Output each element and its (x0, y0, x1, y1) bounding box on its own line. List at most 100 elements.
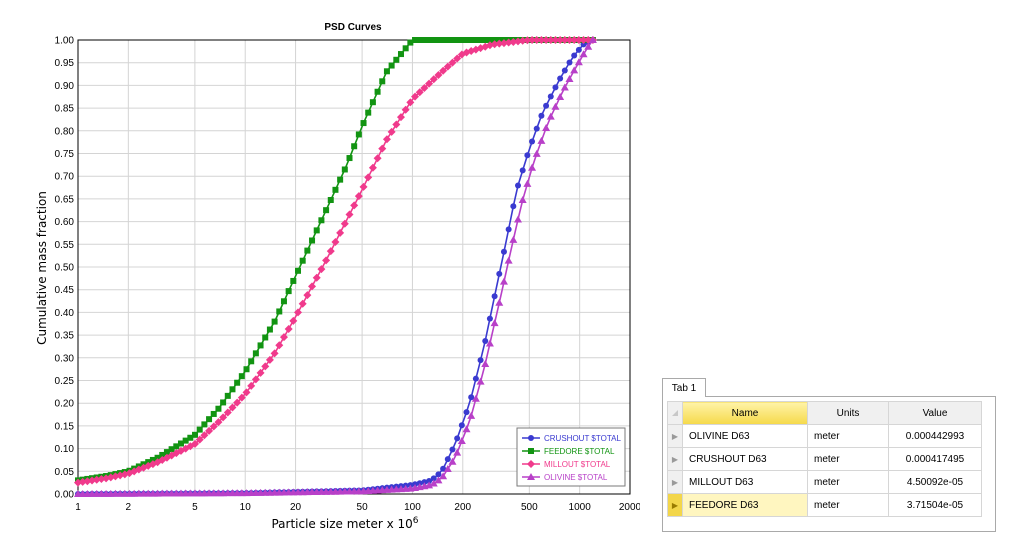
data-point (200, 431, 209, 440)
legend-marker (527, 473, 535, 480)
y-axis-ticks: 0.00 0.05 0.10 0.15 0.20 0.25 0.30 0.35 0.40 0.45… (55, 36, 75, 501)
data-point (463, 409, 470, 416)
data-point (509, 37, 518, 46)
data-point (556, 36, 565, 44)
cell-value[interactable]: 0.000417495 (888, 447, 982, 471)
data-point (491, 293, 498, 300)
data-point (440, 37, 447, 43)
data-point (449, 37, 456, 43)
data-point (214, 418, 223, 427)
y-tick-label: 0.10 (55, 444, 75, 455)
data-point (499, 277, 508, 285)
data-point (551, 102, 560, 110)
data-point (276, 308, 283, 315)
data-point (453, 448, 462, 456)
data-point (435, 37, 442, 43)
data-point (458, 422, 465, 429)
chart-title: PSD Curves (324, 22, 382, 33)
data-point (425, 481, 434, 489)
table-row[interactable]: ▶ OLIVINE D63 meter 0.000442993 (667, 424, 982, 448)
legend-label: FEEDORE $TOTAL (544, 447, 615, 456)
data-point (510, 203, 517, 210)
row-selector[interactable]: ▶ (667, 424, 683, 448)
table-row[interactable]: ▶ MILLOUT D63 meter 4.50092e-05 (667, 470, 982, 494)
data-point (462, 425, 471, 433)
row-selector[interactable]: ▶ (667, 447, 683, 471)
cell-units[interactable]: meter (807, 424, 889, 448)
series-layer (74, 36, 597, 497)
data-point (233, 398, 242, 407)
data-point (365, 109, 372, 116)
data-point (220, 399, 227, 406)
legend-marker (527, 460, 535, 468)
legend-item: MILLOUT $TOTAL (522, 460, 611, 469)
data-point (191, 439, 200, 448)
data-point (532, 149, 541, 157)
cell-name[interactable]: OLIVINE D63 (682, 424, 808, 448)
cell-units[interactable]: meter (807, 493, 889, 517)
column-header-name[interactable]: Name (682, 401, 808, 425)
legend-item: CRUSHOUT $TOTAL (522, 434, 621, 443)
data-point (440, 465, 447, 472)
data-point (326, 247, 335, 256)
cell-name[interactable]: CRUSHOUT D63 (682, 447, 808, 471)
data-point (303, 291, 312, 300)
data-point (215, 405, 222, 412)
y-tick-label: 0.95 (55, 58, 75, 69)
data-point (392, 120, 401, 129)
data-point (407, 39, 414, 46)
data-point (556, 92, 565, 100)
data-point (542, 36, 551, 44)
data-point (560, 83, 569, 91)
data-point (248, 358, 255, 365)
column-header-value[interactable]: Value (888, 401, 982, 425)
data-point (205, 426, 214, 435)
data-point (261, 362, 270, 371)
data-point (444, 37, 451, 43)
y-tick-label: 0.20 (55, 399, 75, 410)
table-corner[interactable] (667, 401, 683, 425)
legend-label: OLIVINE $TOTAL (544, 473, 608, 482)
data-point (565, 74, 574, 82)
table-row-selected[interactable]: ▶ FEEDORE D63 meter 3.71504e-05 (667, 493, 982, 517)
table-row[interactable]: ▶ CRUSHOUT D63 meter 0.000417495 (667, 447, 982, 471)
data-point (482, 37, 489, 43)
row-selector[interactable]: ▶ (667, 493, 683, 517)
data-point (426, 477, 433, 484)
cell-value[interactable]: 0.000442993 (888, 424, 982, 448)
data-point (331, 238, 340, 247)
x-tick-label: 500 (521, 502, 538, 513)
data-point (472, 375, 479, 382)
data-point (374, 88, 381, 95)
data-point (571, 52, 578, 59)
x-tick-label: 200 (454, 502, 471, 513)
cell-name[interactable]: FEEDORE D63 (682, 493, 808, 517)
chart-legend: CRUSHOUT $TOTAL FEEDORE $TOTAL MILLOUT $TO… (516, 427, 626, 487)
data-point (537, 36, 546, 44)
data-point (368, 163, 377, 172)
data-point (429, 75, 438, 84)
cell-value[interactable]: 3.71504e-05 (888, 493, 982, 517)
data-point (290, 277, 297, 284)
tab-body: Name Units Value ▶ OLIVINE D63 meter 0.0… (662, 396, 996, 532)
tab-1[interactable]: Tab 1 (662, 378, 706, 397)
series-feedore (75, 37, 596, 484)
data-point (257, 342, 264, 349)
data-point (439, 472, 448, 480)
cell-value[interactable]: 4.50092e-05 (888, 470, 982, 494)
cell-units[interactable]: meter (807, 470, 889, 494)
data-point (505, 226, 512, 233)
data-point (472, 37, 479, 43)
data-point (551, 36, 560, 44)
data-point (533, 125, 540, 132)
column-header-units[interactable]: Units (807, 401, 889, 425)
cell-name[interactable]: MILLOUT D63 (682, 470, 808, 494)
data-point (444, 456, 451, 463)
data-point (336, 228, 345, 237)
data-point (476, 377, 485, 385)
data-point (430, 475, 437, 482)
row-selector[interactable]: ▶ (667, 470, 683, 494)
cell-units[interactable]: meter (807, 447, 889, 471)
data-point (322, 256, 331, 265)
data-point (243, 366, 250, 373)
